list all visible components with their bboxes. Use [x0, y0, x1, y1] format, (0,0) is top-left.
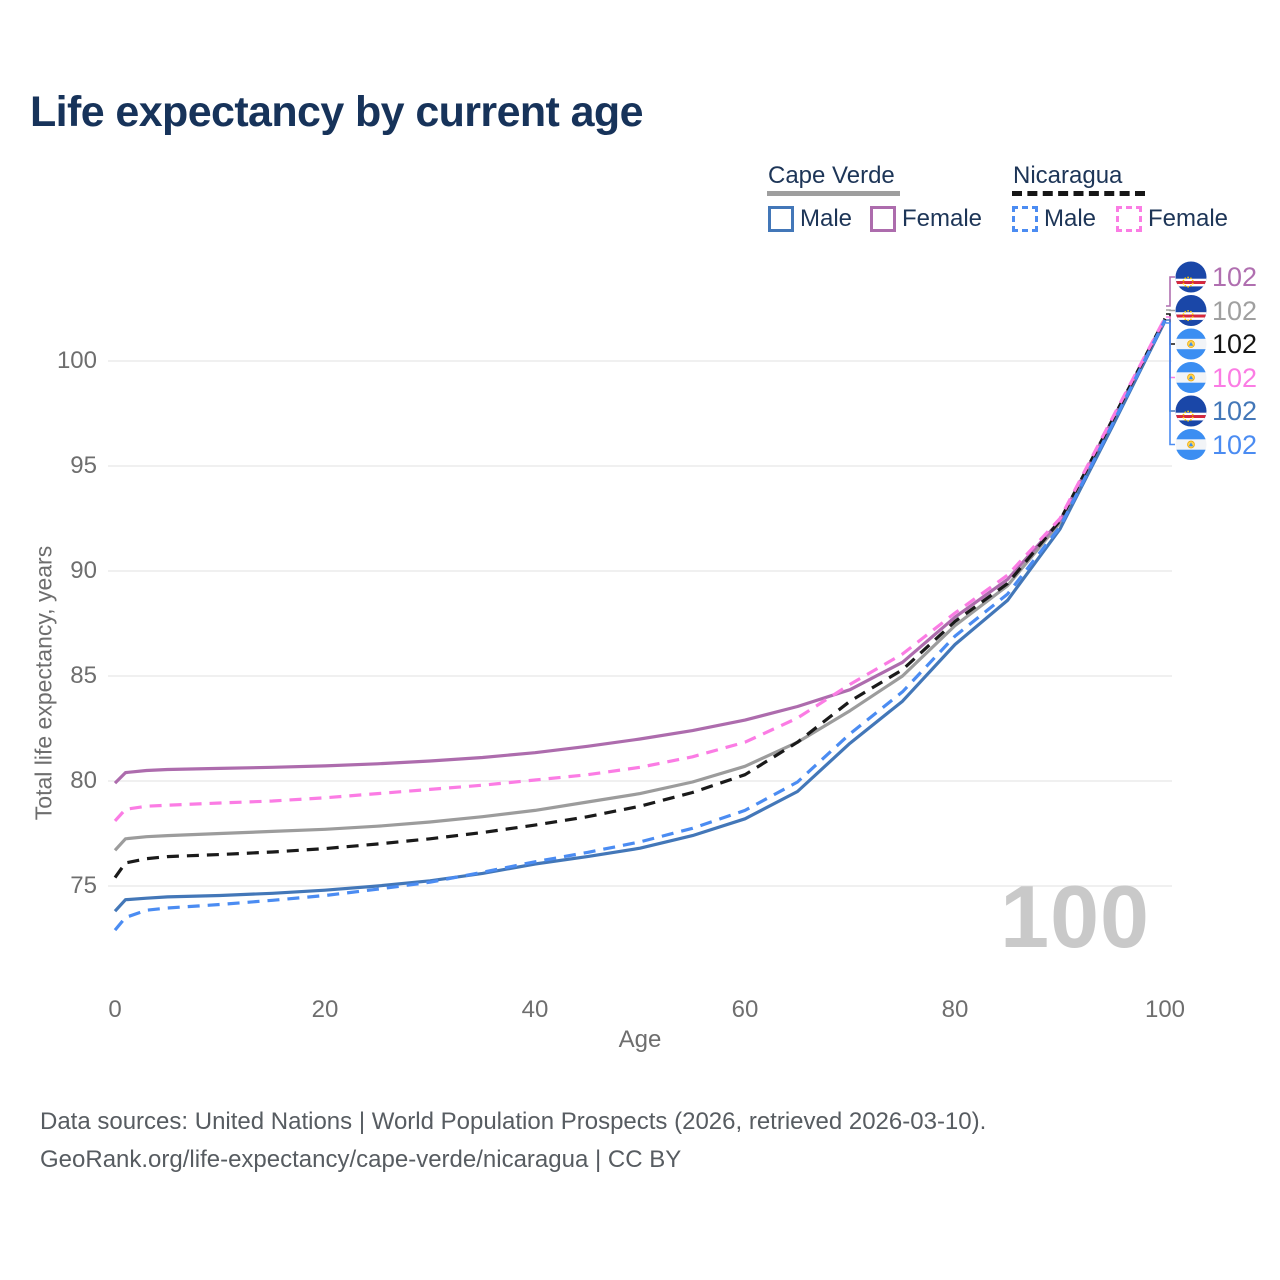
x-tick-label: 100 [1144, 996, 1186, 1023]
series-line-cape-verde-male[interactable] [113, 320, 1167, 913]
series-line-cape-verde-all[interactable] [113, 318, 1167, 852]
series-lines [113, 317, 1167, 932]
x-tick-label: 40 [521, 996, 549, 1023]
nicaragua-line-style-sample [1012, 191, 1145, 196]
legend-item-label: Male [800, 205, 853, 232]
gridlines [108, 360, 1172, 887]
series-line-nicaragua-female[interactable] [113, 317, 1167, 822]
legend-item-label: Female [902, 205, 983, 232]
y-tick-label: 75 [70, 872, 97, 899]
cape-verde-flag-icon [1176, 396, 1207, 427]
y-tick-label: 90 [70, 557, 97, 584]
page-title: Life expectancy by current age [30, 88, 644, 136]
series-line-nicaragua-male[interactable] [113, 319, 1167, 932]
legend-item-nicaragua-female[interactable]: Female [1116, 205, 1228, 233]
cape-verde-flag-icon [1176, 295, 1207, 326]
legend-item-cape-verde-female[interactable]: Female [870, 205, 982, 233]
end-label-flags [1176, 262, 1207, 461]
end-value-label: 102 [1212, 362, 1258, 393]
end-label-connectors [1166, 276, 1175, 446]
x-tick-label: 20 [311, 996, 339, 1023]
end-value-label: 102 [1212, 295, 1258, 326]
nicaragua-female-swatch-icon [1116, 206, 1142, 232]
end-label-connector [1166, 309, 1175, 312]
end-value-label: 102 [1212, 429, 1258, 460]
y-tick-label: 100 [56, 347, 97, 374]
end-value-label: 102 [1212, 262, 1258, 292]
legend-item-cape-verde-male[interactable]: Male [768, 205, 852, 233]
end-value-label: 102 [1212, 396, 1258, 426]
nicaragua-male-swatch-icon [1012, 206, 1038, 232]
nicaragua-flag-icon [1176, 362, 1207, 393]
y-tick-label: 95 [70, 452, 97, 479]
series-line-nicaragua-all[interactable] [113, 317, 1167, 879]
cape-verde-male-swatch-icon [768, 206, 794, 232]
attribution-text: GeoRank.org/life-expectancy/cape-verde/n… [40, 1146, 682, 1173]
legend-group-nicaragua[interactable]: Nicaragua [1013, 162, 1123, 189]
end-label-connector [1166, 276, 1175, 307]
legend-item-nicaragua-male[interactable]: Male [1012, 205, 1096, 233]
x-tick-label: 80 [941, 996, 969, 1023]
cape-verde-female-swatch-icon [870, 206, 896, 232]
age-watermark: 100 [1000, 867, 1150, 966]
y-tick-label: 80 [70, 767, 97, 794]
series-line-cape-verde-female[interactable] [113, 318, 1167, 785]
legend-item-label: Male [1044, 205, 1097, 232]
x-tick-label: 0 [108, 996, 122, 1023]
legend-item-label: Female [1148, 205, 1229, 232]
data-sources-text: Data sources: United Nations | World Pop… [40, 1108, 987, 1135]
cape-verde-flag-icon [1176, 262, 1207, 293]
cape-verde-line-style-sample [767, 191, 900, 196]
end-value-label: 102 [1212, 329, 1258, 359]
x-tick-label: 60 [731, 996, 759, 1023]
nicaragua-flag-icon [1176, 429, 1207, 460]
nicaragua-flag-icon [1176, 329, 1207, 360]
y-tick-label: 85 [70, 662, 97, 689]
x-axis-title: Age [618, 1026, 662, 1053]
end-label-connector [1166, 322, 1175, 446]
legend-group-cape-verde[interactable]: Cape Verde [768, 162, 895, 189]
